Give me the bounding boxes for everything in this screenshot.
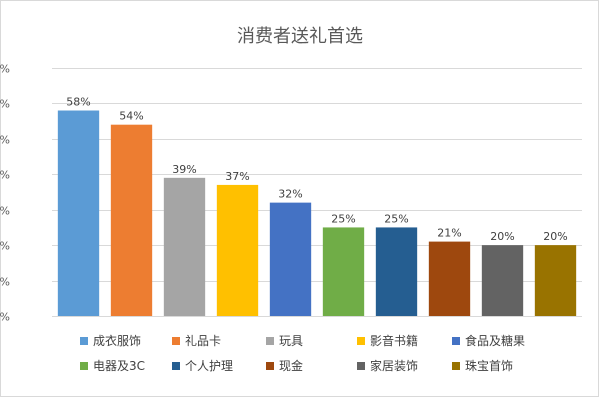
bar <box>481 245 524 316</box>
legend-label: 家居装饰 <box>370 358 418 373</box>
bar <box>534 245 577 316</box>
y-tick-label: % <box>0 134 10 147</box>
legend-label: 珠宝首饰 <box>465 359 513 373</box>
y-tick-label: % <box>0 205 10 218</box>
legend-swatch <box>80 337 88 345</box>
legend-label: 玩具 <box>279 334 303 348</box>
legend-swatch <box>357 337 365 345</box>
legend-swatch <box>80 362 88 370</box>
bar <box>110 124 153 316</box>
y-tick-label: % <box>0 311 10 324</box>
data-label: 32% <box>278 188 302 201</box>
bar <box>322 227 365 316</box>
data-label: 20% <box>490 230 514 243</box>
legend-label: 食品及糖果 <box>465 333 525 348</box>
data-label: 25% <box>331 212 355 225</box>
data-label: 25% <box>384 212 408 225</box>
y-tick-label: % <box>0 240 10 253</box>
data-label: 54% <box>119 110 143 123</box>
legend-label: 现金 <box>279 358 303 373</box>
data-label: 37% <box>225 170 249 183</box>
bar <box>428 241 471 316</box>
y-tick-label: % <box>0 98 10 111</box>
data-label: 39% <box>172 163 196 176</box>
bar <box>57 110 100 316</box>
legend-swatch <box>452 362 460 370</box>
legend-label: 礼品卡 <box>185 333 221 348</box>
legend-swatch <box>172 337 180 345</box>
legend-label: 影音书籍 <box>370 333 418 348</box>
data-label: 20% <box>543 230 567 243</box>
y-tick-label: % <box>0 169 10 182</box>
y-tick-label: % <box>0 63 10 76</box>
legend-swatch <box>172 362 180 370</box>
bar <box>163 177 206 316</box>
legend-label: 电器及3C <box>93 359 145 373</box>
bar <box>375 227 418 316</box>
y-tick-label: % <box>0 276 10 289</box>
y-axis-ticks: %%%%%%%% <box>0 63 10 324</box>
data-label: 21% <box>437 227 461 240</box>
bars <box>57 110 577 316</box>
bar <box>269 202 312 316</box>
data-label: 58% <box>66 96 90 109</box>
chart-title: 消费者送礼首选 <box>237 26 363 47</box>
legend-swatch <box>266 362 274 370</box>
bar <box>216 184 259 316</box>
legend-label: 成衣服饰 <box>93 333 141 348</box>
legend-swatch <box>266 337 274 345</box>
legend-swatch <box>452 337 460 345</box>
legend-swatch <box>357 362 365 370</box>
legend-label: 个人护理 <box>185 359 233 373</box>
data-labels: 58% 54% 39% 37% 32% 25% 25% 21% 20% 20% <box>66 96 567 244</box>
